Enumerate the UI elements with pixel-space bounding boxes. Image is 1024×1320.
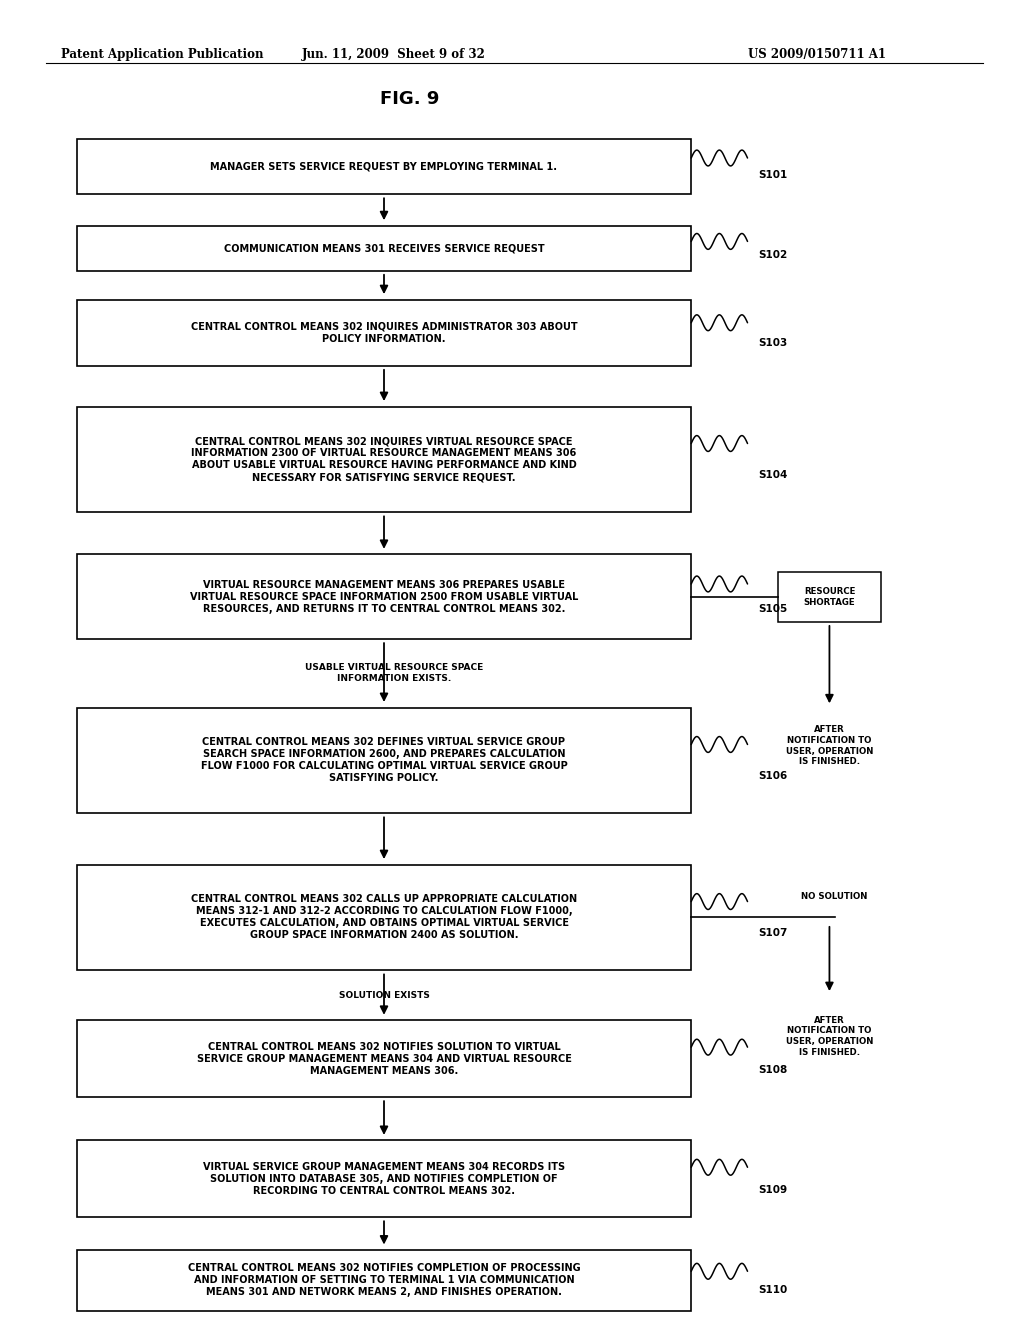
Bar xyxy=(77,865,691,970)
Text: AFTER
NOTIFICATION TO
USER, OPERATION
IS FINISHED.: AFTER NOTIFICATION TO USER, OPERATION IS… xyxy=(785,1015,873,1057)
Bar xyxy=(77,226,691,271)
Bar xyxy=(77,1250,691,1311)
Bar xyxy=(77,139,691,194)
Text: S104: S104 xyxy=(758,470,787,480)
Text: CENTRAL CONTROL MEANS 302 INQUIRES ADMINISTRATOR 303 ABOUT
POLICY INFORMATION.: CENTRAL CONTROL MEANS 302 INQUIRES ADMIN… xyxy=(190,322,578,343)
Text: MANAGER SETS SERVICE REQUEST BY EMPLOYING TERMINAL 1.: MANAGER SETS SERVICE REQUEST BY EMPLOYIN… xyxy=(211,161,557,172)
Text: S110: S110 xyxy=(758,1284,787,1295)
Text: FIG. 9: FIG. 9 xyxy=(380,90,439,108)
Text: VIRTUAL RESOURCE MANAGEMENT MEANS 306 PREPARES USABLE
VIRTUAL RESOURCE SPACE INF: VIRTUAL RESOURCE MANAGEMENT MEANS 306 PR… xyxy=(189,579,579,614)
Text: RESOURCE
SHORTAGE: RESOURCE SHORTAGE xyxy=(804,587,855,606)
Text: CENTRAL CONTROL MEANS 302 INQUIRES VIRTUAL RESOURCE SPACE
INFORMATION 2300 OF VI: CENTRAL CONTROL MEANS 302 INQUIRES VIRTU… xyxy=(191,437,577,482)
Text: S109: S109 xyxy=(758,1185,786,1195)
Bar xyxy=(77,554,691,639)
Text: S102: S102 xyxy=(758,249,787,260)
Text: COMMUNICATION MEANS 301 RECEIVES SERVICE REQUEST: COMMUNICATION MEANS 301 RECEIVES SERVICE… xyxy=(223,243,545,253)
Text: SOLUTION EXISTS: SOLUTION EXISTS xyxy=(339,991,429,999)
Text: S108: S108 xyxy=(758,1065,787,1074)
Bar xyxy=(77,1140,691,1217)
Bar xyxy=(77,708,691,813)
Bar xyxy=(77,407,691,512)
Text: CENTRAL CONTROL MEANS 302 NOTIFIES COMPLETION OF PROCESSING
AND INFORMATION OF S: CENTRAL CONTROL MEANS 302 NOTIFIES COMPL… xyxy=(187,1263,581,1298)
Text: Patent Application Publication: Patent Application Publication xyxy=(61,48,264,61)
Bar xyxy=(77,300,691,366)
Text: VIRTUAL SERVICE GROUP MANAGEMENT MEANS 304 RECORDS ITS
SOLUTION INTO DATABASE 30: VIRTUAL SERVICE GROUP MANAGEMENT MEANS 3… xyxy=(203,1162,565,1196)
Text: S106: S106 xyxy=(758,771,787,781)
Text: AFTER
NOTIFICATION TO
USER, OPERATION
IS FINISHED.: AFTER NOTIFICATION TO USER, OPERATION IS… xyxy=(785,725,873,767)
Bar xyxy=(77,1020,691,1097)
Text: CENTRAL CONTROL MEANS 302 NOTIFIES SOLUTION TO VIRTUAL
SERVICE GROUP MANAGEMENT : CENTRAL CONTROL MEANS 302 NOTIFIES SOLUT… xyxy=(197,1041,571,1076)
Text: CENTRAL CONTROL MEANS 302 DEFINES VIRTUAL SERVICE GROUP
SEARCH SPACE INFORMATION: CENTRAL CONTROL MEANS 302 DEFINES VIRTUA… xyxy=(201,738,567,783)
Text: CENTRAL CONTROL MEANS 302 CALLS UP APPROPRIATE CALCULATION
MEANS 312-1 AND 312-2: CENTRAL CONTROL MEANS 302 CALLS UP APPRO… xyxy=(190,895,578,940)
Text: USABLE VIRTUAL RESOURCE SPACE
INFORMATION EXISTS.: USABLE VIRTUAL RESOURCE SPACE INFORMATIO… xyxy=(305,664,483,682)
Text: NO SOLUTION: NO SOLUTION xyxy=(802,892,867,900)
Text: Jun. 11, 2009  Sheet 9 of 32: Jun. 11, 2009 Sheet 9 of 32 xyxy=(302,48,486,61)
Text: S101: S101 xyxy=(758,170,787,180)
Bar xyxy=(778,572,881,622)
Text: S103: S103 xyxy=(758,338,787,347)
Text: S107: S107 xyxy=(758,928,787,939)
Text: US 2009/0150711 A1: US 2009/0150711 A1 xyxy=(748,48,886,61)
Text: S105: S105 xyxy=(758,605,787,614)
